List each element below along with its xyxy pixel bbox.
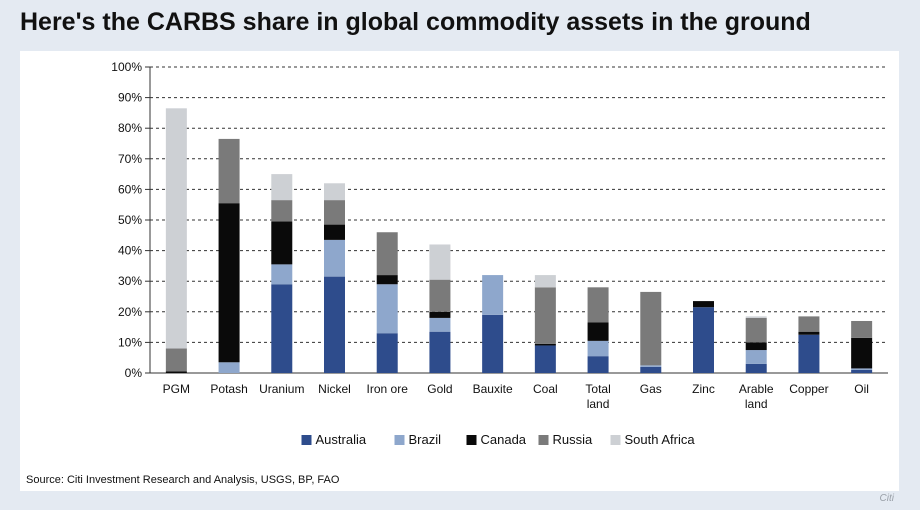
bar-segment-russia [324, 200, 345, 225]
bar-segment-australia [376, 333, 398, 373]
bar-segment-russia [165, 348, 187, 372]
bar-segment-brazil [745, 350, 767, 364]
bar-segment-russia [534, 287, 556, 344]
bar-segment-australia [693, 307, 714, 373]
legend-label: Australia [316, 432, 367, 447]
legend-label: Brazil [409, 432, 442, 447]
bar-segment-australia [534, 345, 556, 373]
bar-segment-australia [429, 331, 451, 373]
y-tick-label: 50% [118, 213, 142, 227]
bar-segment-brazil [324, 239, 345, 277]
y-tick-label: 20% [118, 305, 142, 319]
bar-segment-south-africa [165, 108, 187, 349]
bar-segment-canada [165, 371, 187, 373]
x-category-label: Arable land [739, 382, 774, 411]
bar-segment-canada [745, 342, 767, 351]
bar-segment-australia [851, 369, 873, 373]
x-category-label: PGM [163, 382, 190, 396]
x-axis-labels: PGM Potash Uranium Nickel Iron ore Gold Bauxit… [163, 382, 869, 411]
x-category-label: Iron ore [367, 382, 409, 396]
bar-segment-south-africa [745, 316, 767, 318]
y-tick-label: 70% [118, 152, 142, 166]
legend-label: South Africa [625, 432, 696, 447]
bar-segment-canada [534, 343, 556, 346]
bar-segment-brazil [851, 368, 873, 370]
bar-chart: 0% 10% 20% 30% 40% 50% 60% 70% 80% 90% 100% PGM Pot… [111, 60, 888, 447]
bar-segment-russia [640, 291, 662, 366]
bar-segment-russia [798, 316, 820, 332]
y-tick-label: 80% [118, 121, 142, 135]
x-category-label: Coal [533, 382, 558, 396]
source-note: Source: Citi Investment Research and Ana… [26, 474, 340, 486]
chart-panel: 0% 10% 20% 30% 40% 50% 60% 70% 80% 90% 100% PGM Pot… [20, 51, 899, 491]
bar-segment-brazil [376, 284, 398, 334]
bar-segment-brazil [587, 340, 609, 357]
y-tick-label: 90% [118, 91, 142, 105]
x-category-label: Potash [210, 382, 247, 396]
bar-segment-russia [429, 279, 451, 312]
x-category-label: Total land [585, 382, 610, 411]
bar-segment-canada [271, 221, 293, 265]
y-tick-label: 60% [118, 182, 142, 196]
y-tick-label: 0% [125, 366, 143, 380]
bar-segment-canada [376, 275, 398, 285]
bar-segment-canada [218, 203, 240, 363]
x-category-label: Gas [640, 382, 662, 396]
x-category-label: Oil [854, 382, 869, 396]
x-category-label: Uranium [259, 382, 304, 396]
bar-segment-canada [429, 311, 451, 318]
bar-segment-australia [798, 334, 820, 373]
bar-segment-australia [324, 276, 345, 373]
x-category-label: Zinc [692, 382, 715, 396]
bar-segment-russia [587, 287, 609, 323]
bar-segment-russia [745, 317, 767, 343]
legend: Australia Brazil Canada Russia South Africa [301, 432, 696, 447]
credit-label: Citi [879, 493, 894, 504]
bar-segment-canada [851, 337, 873, 369]
bars [165, 108, 873, 373]
legend-swatch-australia [301, 435, 312, 445]
legend-swatch-south-africa [610, 435, 621, 445]
bar-segment-brazil [218, 362, 240, 373]
bar-segment-australia [271, 284, 293, 373]
x-category-label: Nickel [318, 382, 351, 396]
bar-segment-russia [271, 200, 293, 222]
bar-segment-south-africa [271, 174, 293, 201]
legend-swatch-russia [538, 435, 549, 445]
bar-segment-brazil [640, 365, 662, 367]
legend-label: Russia [553, 432, 594, 447]
bar-segment-russia [218, 138, 240, 204]
bar-segment-brazil [482, 275, 504, 315]
bar-segment-brazil [271, 264, 293, 285]
bar-segment-south-africa [534, 275, 556, 288]
bar-segment-south-africa [324, 183, 345, 201]
x-category-label: Copper [789, 382, 828, 396]
y-tick-label: 10% [118, 335, 142, 349]
y-tick-label: 40% [118, 244, 142, 258]
bar-segment-australia [587, 356, 609, 373]
y-axis: 0% 10% 20% 30% 40% 50% 60% 70% 80% 90% 100% [111, 60, 888, 380]
bar-segment-australia [745, 363, 767, 373]
bar-segment-australia [482, 314, 504, 373]
bar-segment-canada [798, 331, 820, 335]
bar-segment-australia [640, 366, 662, 373]
bar-segment-canada [324, 224, 345, 240]
bar-segment-canada [693, 301, 714, 308]
x-category-label: Bauxite [473, 382, 513, 396]
bar-segment-russia [376, 232, 398, 276]
bar-segment-canada [587, 322, 609, 341]
bar-segment-russia [851, 320, 873, 338]
bar-segment-brazil [429, 317, 451, 332]
legend-swatch-canada [466, 435, 477, 445]
chart-title: Here's the CARBS share in global commodi… [20, 8, 811, 36]
y-tick-label: 100% [111, 60, 142, 74]
bar-segment-south-africa [429, 244, 451, 280]
legend-label: Canada [481, 432, 527, 447]
x-category-label: Gold [427, 382, 452, 396]
y-tick-label: 30% [118, 274, 142, 288]
gridlines [150, 66, 888, 343]
legend-swatch-brazil [394, 435, 405, 445]
